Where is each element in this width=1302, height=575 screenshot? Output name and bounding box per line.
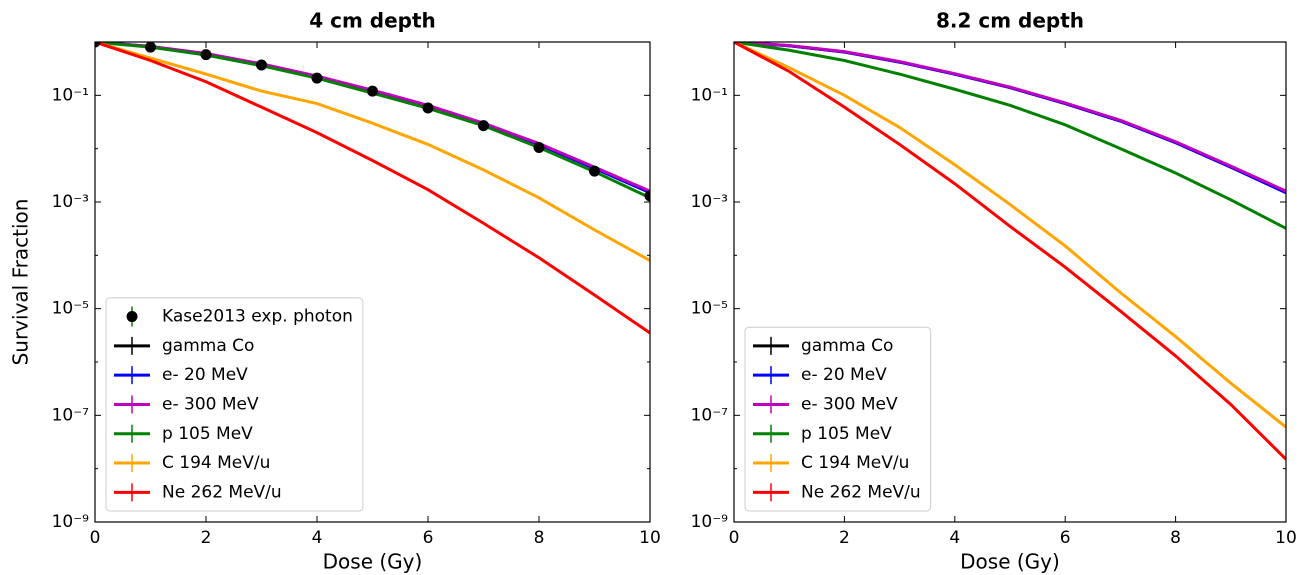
y-tick-label: 10⁻⁷ — [52, 405, 90, 425]
data-point — [478, 120, 489, 132]
y-tick-label: 10⁻⁵ — [691, 299, 728, 319]
x-tick-label: 4 — [949, 528, 960, 548]
data-point — [256, 59, 267, 71]
legend-label: gamma Co — [162, 336, 254, 356]
data-point — [95, 42, 101, 48]
legend-marker — [126, 311, 138, 323]
legend-label: p 105 MeV — [801, 424, 892, 444]
data-line — [734, 42, 1286, 194]
legend-label: e- 20 MeV — [162, 365, 248, 385]
x-tick-label: 6 — [1060, 528, 1071, 548]
x-axis-label: Dose (Gy) — [323, 550, 423, 574]
legend-label: Ne 262 MeV/u — [162, 482, 282, 502]
data-point — [533, 142, 545, 154]
y-tick-label: 10⁻¹ — [691, 85, 728, 105]
data-point — [589, 165, 600, 177]
y-tick-label: 10⁻⁹ — [52, 512, 90, 532]
subplot: 8.2 cm depth Dose (Gy) 0 2 4 6 8 10 10⁻⁹ 10⁻⁷ 10⁻⁵… — [691, 9, 1297, 574]
data-line — [734, 42, 1286, 194]
legend-label: Kase2013 exp. photon — [162, 307, 353, 327]
data-point — [200, 49, 212, 61]
y-tick-label: 10⁻³ — [52, 192, 89, 212]
x-tick-label: 10 — [639, 528, 661, 548]
y-tick-label: 10⁻³ — [691, 192, 728, 212]
data-line — [95, 42, 650, 262]
legend-label: p 105 MeV — [162, 424, 253, 444]
data-line — [95, 42, 650, 335]
data-line — [734, 42, 1286, 193]
x-tick-label: 8 — [1170, 528, 1181, 548]
x-tick-label: 0 — [90, 528, 101, 548]
legend-label: e- 300 MeV — [801, 394, 898, 414]
data-point — [644, 190, 650, 202]
data-point — [311, 72, 323, 84]
y-tick-label: 10⁻⁵ — [52, 299, 89, 319]
data-point — [145, 42, 156, 53]
x-tick-label: 8 — [534, 528, 545, 548]
x-tick-label: 10 — [1275, 528, 1297, 548]
legend: Kase2013 exp. photon gamma Co e- 20 MeV e- … — [105, 297, 364, 512]
data-line — [734, 42, 1286, 230]
chart-title: 4 cm depth — [309, 9, 436, 33]
legend-frame — [744, 326, 932, 512]
subplot: 4 cm depth Dose (Gy) Survival Fraction 0 2 4 6… — [9, 9, 661, 574]
legend-label: e- 300 MeV — [162, 394, 259, 414]
legend-label: Ne 262 MeV/u — [801, 482, 921, 502]
y-tick-label: 10⁻⁷ — [691, 405, 729, 425]
y-tick-label: 10⁻¹ — [52, 85, 89, 105]
x-tick-label: 2 — [839, 528, 850, 548]
legend-label: e- 20 MeV — [801, 365, 887, 385]
data-line — [734, 42, 1286, 429]
x-tick-label: 2 — [201, 528, 212, 548]
axes-frame — [94, 41, 651, 523]
y-tick-label: 10⁻⁹ — [691, 512, 729, 532]
data-line — [734, 42, 1286, 461]
x-tick-label: 6 — [423, 528, 434, 548]
x-tick-label: 4 — [312, 528, 323, 548]
legend-label: gamma Co — [801, 336, 893, 356]
data-line — [95, 42, 650, 193]
data-point — [422, 102, 434, 114]
x-axis-label: Dose (Gy) — [960, 550, 1060, 574]
axes-frame — [733, 41, 1287, 523]
plot-area — [734, 42, 1286, 461]
chart-title: 8.2 cm depth — [936, 9, 1084, 33]
data-point — [367, 85, 378, 97]
legend-frame — [105, 297, 364, 512]
legend-label: C 194 MeV/u — [162, 453, 270, 473]
plot-area — [95, 42, 650, 335]
y-axis-label: Survival Fraction — [9, 199, 33, 366]
legend-label: C 194 MeV/u — [801, 453, 909, 473]
legend: gamma Co e- 20 MeV e- 300 MeV p 105 MeV C 19… — [744, 326, 932, 512]
x-tick-label: 0 — [729, 528, 740, 548]
